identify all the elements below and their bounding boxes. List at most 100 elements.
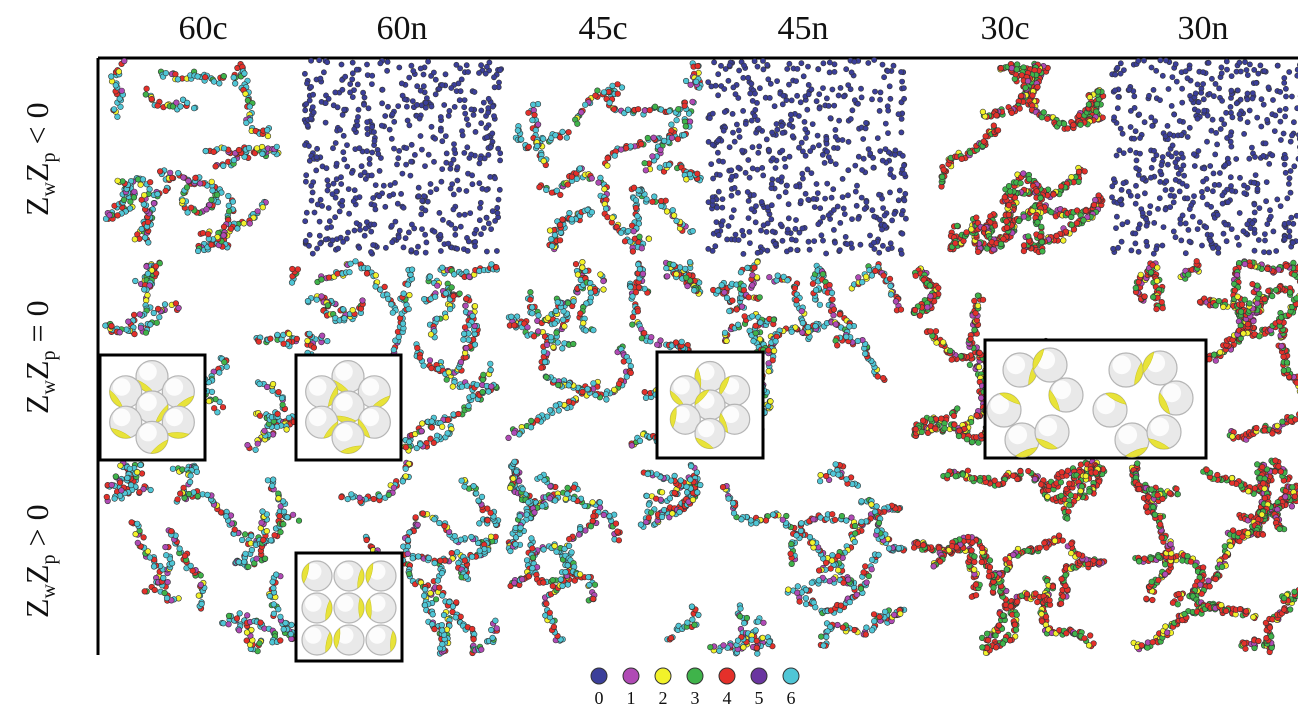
particle [465,121,472,128]
particle [354,122,361,129]
particle [1288,214,1295,221]
particle [368,249,374,255]
particle [485,388,492,395]
particle [317,75,324,82]
particle [275,389,282,396]
particle [611,152,618,159]
particle [958,155,965,162]
particle [814,190,821,196]
particle [220,73,227,80]
particle [1117,197,1123,204]
particle [786,121,793,128]
particle [385,295,392,303]
particle [1090,201,1098,209]
particle [1020,213,1027,220]
particle [443,159,450,166]
particle [772,241,779,248]
particle [432,293,439,300]
particle [212,163,219,170]
particle [649,153,656,160]
particle [1242,59,1248,65]
particle [376,167,383,174]
particle [253,145,261,152]
particle [808,170,815,176]
particle [307,115,314,122]
particle [858,94,865,101]
particle [408,247,415,254]
particle [349,94,356,100]
particle [1198,89,1205,96]
particle [398,80,405,87]
particle [488,226,494,232]
particle [364,125,371,132]
particle [754,259,761,266]
particle [1192,90,1199,97]
particle [630,184,638,191]
particle [1172,159,1179,166]
particle [492,217,498,224]
particle [1143,222,1150,229]
particle [540,135,547,142]
particle [974,248,982,255]
particle [805,63,811,70]
particle [230,157,238,164]
particle [116,329,123,336]
particle [1209,116,1216,123]
particle [382,244,389,251]
particle [614,81,621,88]
particle [388,135,395,142]
particle [694,170,701,177]
particle [418,211,425,218]
particle [768,181,775,187]
particle [997,65,1005,72]
particle [854,337,861,345]
particle [210,148,217,155]
particle [1251,247,1258,254]
particle [980,138,987,145]
particle [432,91,439,98]
particle [518,136,525,143]
particle [1168,103,1175,109]
particle [793,297,800,304]
particle [898,129,905,136]
particle [635,284,643,291]
particle [798,139,805,146]
particle [1194,81,1201,88]
particle [1162,206,1169,213]
particle [1281,75,1288,81]
particle [1163,57,1169,64]
particle [816,301,824,308]
particle [548,243,556,250]
particle [767,80,774,87]
particle [483,125,490,131]
particle [1081,168,1088,175]
particle [445,112,452,119]
particle [880,205,886,211]
particle [422,104,429,111]
particle [650,134,657,141]
particle [1111,114,1117,121]
particle [472,128,479,135]
particle [445,369,452,376]
particle [794,66,801,72]
particle [1119,130,1126,137]
particle [764,62,771,68]
particle [568,216,575,223]
particle [1290,220,1297,227]
particle [1213,129,1219,136]
particle [870,154,876,161]
particle [273,423,281,431]
particle [1167,192,1174,199]
particle [511,322,518,329]
particle [405,306,412,313]
particle [627,238,634,245]
particle [529,310,536,317]
particle [749,282,756,289]
particle [1228,183,1234,189]
particle [804,106,811,113]
particle [1141,119,1148,126]
particle [734,321,742,328]
particle [352,258,359,265]
particle [194,73,201,80]
particle [800,73,807,80]
